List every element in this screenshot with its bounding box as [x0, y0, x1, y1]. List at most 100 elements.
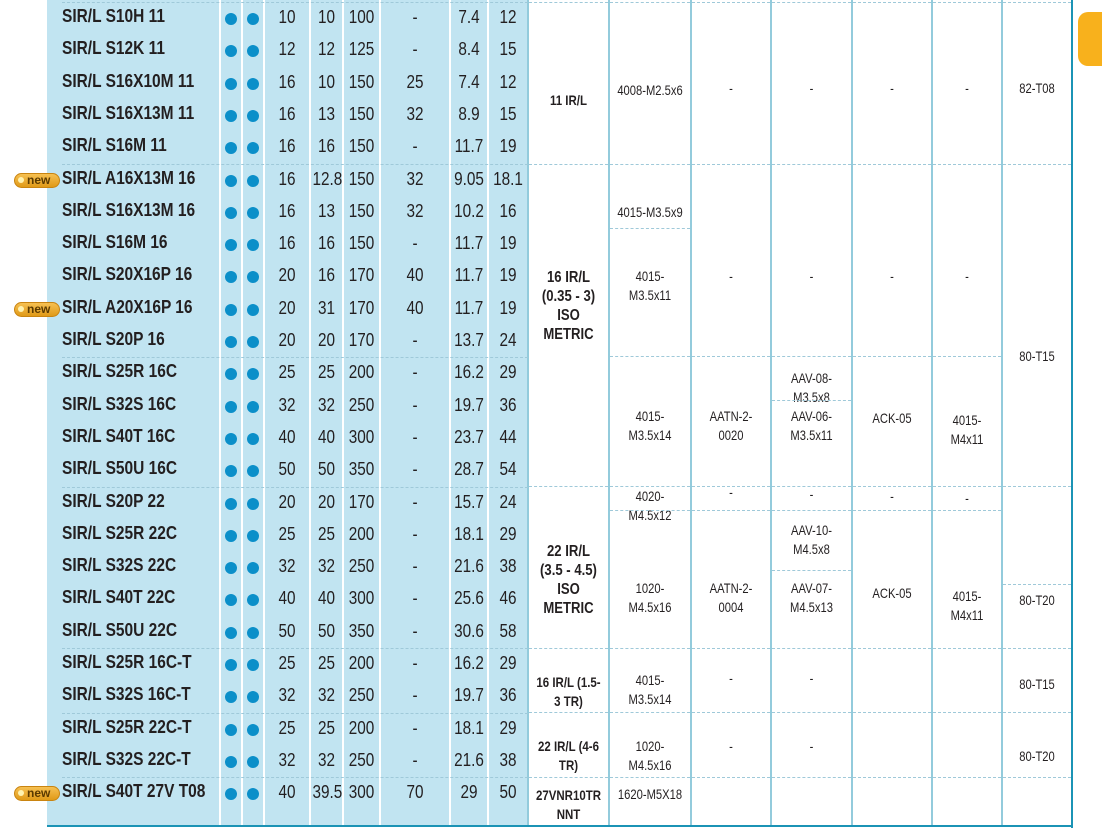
table-row[interactable]: SIR/L S25R 22C 25 25 200 - 18.1 29 — [0, 519, 528, 551]
right-hand-availability-dot-icon — [225, 562, 237, 575]
insert-label: 16 IR/L (0.35 - 3) ISO METRIC — [541, 268, 596, 343]
anvil-cell: AAV-10-M4.5x8 — [771, 510, 852, 570]
cell-divider — [853, 2, 931, 3]
table-row[interactable]: SIR/L S16X13M 11 16 13 150 32 8.9 15 — [0, 99, 528, 131]
dimension-value: 10 — [317, 7, 336, 27]
key-cell — [691, 777, 771, 810]
table-row[interactable]: SIR/L S20P 16 20 20 170 - 13.7 24 — [0, 325, 528, 357]
new-badge-label: new — [27, 172, 51, 187]
table-row[interactable]: SIR/L S25R 22C-T 25 25 200 - 18.1 29 — [0, 713, 528, 745]
table-row[interactable]: SIR/L S40T 22C 40 40 300 - 25.6 46 — [0, 583, 528, 615]
table-row[interactable]: SIR/L S25R 16C 25 25 200 - 16.2 29 — [0, 357, 528, 389]
dimension-value: 200 — [348, 523, 375, 544]
right-hand-availability-dot-icon — [225, 723, 237, 736]
left-hand-availability-dot-icon — [247, 77, 259, 90]
torx-label: 80-T15 — [1019, 675, 1055, 692]
clamp-label: - — [890, 267, 894, 284]
dimension-value: 50 — [317, 620, 336, 641]
table-row[interactable]: SIR/L S16M 16 16 16 150 - 11.7 19 — [0, 228, 528, 260]
dimension-value: 40 — [278, 588, 296, 609]
dimension-value: 25 — [278, 362, 296, 383]
anvil-label: - — [809, 79, 814, 96]
key-cell: AATN-2-0004 — [691, 510, 771, 648]
cell-divider — [692, 648, 770, 649]
clamp-cell: ACK-05 — [852, 356, 932, 486]
dimension-value: 20 — [317, 491, 336, 512]
anvil-label: AAV-07-M4.5x13 — [790, 579, 833, 615]
key-label: AATN-2-0004 — [709, 579, 753, 615]
left-hand-availability-dot-icon — [247, 594, 259, 607]
left-hand-availability-dot-icon — [247, 174, 259, 187]
dimension-value: 150 — [348, 233, 375, 254]
table-row[interactable]: SIR/L S32S 22C-T 32 32 250 - 21.6 38 — [0, 745, 528, 777]
cell-divider — [933, 164, 1001, 165]
right-hand-availability-dot-icon — [225, 142, 237, 155]
table-row[interactable]: SIR/L S32S 16C 32 32 250 - 19.7 36 — [0, 390, 528, 422]
table-row[interactable]: SIR/L S32S 22C 32 32 250 - 21.6 38 — [0, 551, 528, 583]
table-row[interactable]: SIR/L S50U 22C 50 50 350 - 30.6 58 — [0, 616, 528, 648]
cell-divider — [853, 648, 931, 649]
table-row[interactable]: SIR/L S20X16P 16 20 16 170 40 11.7 19 — [0, 260, 528, 292]
right-hand-availability-dot-icon — [225, 788, 237, 801]
product-code: SIR/L S40T 22C — [62, 587, 176, 608]
table-row[interactable]: SIR/L S16X10M 11 16 10 150 25 7.4 12 — [0, 67, 528, 99]
table-row[interactable]: SIR/L S16X13M 16 16 13 150 32 10.2 16 — [0, 196, 528, 228]
cell-divider — [610, 648, 690, 649]
key-cell: AATN-2-0020 — [691, 356, 771, 486]
table-row[interactable]: SIR/L S40T 16C 40 40 300 - 23.7 44 — [0, 422, 528, 454]
dimension-value: 40 — [317, 426, 336, 447]
row-group-divider — [62, 712, 528, 714]
table-row[interactable]: SIR/L S10H 11 10 10 100 - 7.4 12 — [0, 2, 528, 34]
table-row[interactable]: SIR/L S16M 11 16 16 150 - 11.7 19 — [0, 131, 528, 163]
right-hand-availability-dot-icon — [225, 336, 237, 348]
table-row[interactable]: SIR/L S50U 16C 50 50 350 - 28.7 54 — [0, 454, 528, 486]
dimension-value: 21.6 — [454, 556, 484, 577]
left-hand-availability-dot-icon — [247, 788, 259, 801]
dimension-value: 25 — [406, 71, 424, 92]
table-row[interactable]: new SIR/L S40T 27V T08 40 39.5 300 70 29 50 — [0, 777, 528, 809]
dimension-value: 10 — [278, 7, 296, 27]
table-row[interactable]: SIR/L S25R 16C-T 25 25 200 - 16.2 29 — [0, 648, 528, 680]
torx-cell: 80-T20 — [1002, 584, 1072, 648]
dimension-value: - — [412, 39, 418, 60]
dimension-value: 25 — [317, 362, 336, 383]
table-row[interactable]: SIR/L S20P 22 20 20 170 - 15.7 24 — [0, 487, 528, 519]
table-row[interactable]: new SIR/L A20X16P 16 20 31 170 40 11.7 19 — [0, 293, 528, 325]
right-hand-availability-dot-icon — [225, 626, 237, 639]
anvil-cell: AAV-08-M3.5x8 — [771, 356, 852, 405]
dimension-value: 12 — [278, 39, 296, 60]
clamp-cell — [852, 777, 932, 810]
product-code: SIR/L S10H 11 — [62, 6, 165, 26]
dimension-value: 32 — [406, 168, 424, 189]
new-badge: new — [14, 786, 60, 802]
cell-divider — [529, 648, 608, 649]
dimension-value: 8.9 — [458, 103, 480, 124]
anvil-cell — [771, 777, 852, 810]
table-row[interactable]: SIR/L S12K 11 12 12 125 - 8.4 15 — [0, 34, 528, 66]
table-row[interactable]: SIR/L S32S 16C-T 32 32 250 - 19.7 36 — [0, 680, 528, 712]
row-group-divider — [62, 357, 528, 359]
dimension-value: - — [412, 426, 418, 447]
column-divider — [487, 0, 489, 826]
clamp-screw-cell: - — [932, 2, 1002, 164]
cell-divider — [610, 164, 690, 165]
clamp-screw-cell — [932, 777, 1002, 810]
table-row[interactable]: new SIR/L A16X13M 16 16 12.8 150 32 9.05 18.1 — [0, 164, 528, 196]
dimension-value: 40 — [406, 265, 424, 286]
dimension-value: - — [412, 653, 418, 673]
cell-divider — [529, 712, 608, 713]
dimension-value: 50 — [278, 459, 296, 480]
cell-divider — [933, 510, 1001, 511]
dimension-value: 31 — [317, 297, 336, 318]
dimension-value: 125 — [348, 39, 375, 60]
column-divider — [219, 0, 221, 826]
clamp-cell — [852, 648, 932, 712]
section-tab[interactable] — [1078, 12, 1102, 66]
dimension-value: 16 — [278, 103, 296, 124]
product-code: SIR/L S20P 22 — [62, 490, 165, 511]
cell-divider — [1003, 164, 1071, 165]
torx-cell: 80-T20 — [1002, 712, 1072, 777]
dimension-value: 250 — [348, 749, 375, 770]
new-badge-label: new — [27, 301, 51, 316]
screw-label: 1620-M5X18 — [617, 785, 683, 802]
